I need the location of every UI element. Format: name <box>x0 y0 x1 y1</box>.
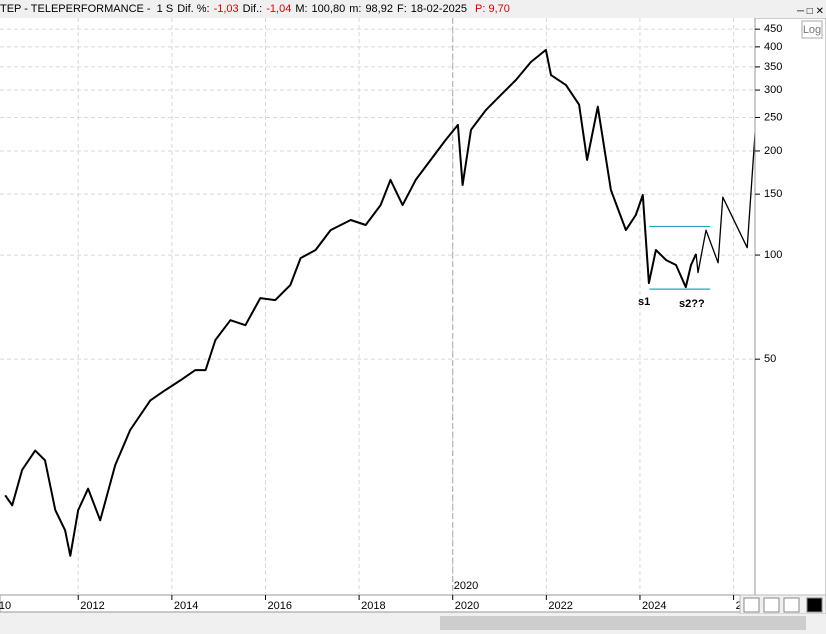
y-tick-label: 450 <box>764 23 782 35</box>
stat-value: 100,80 <box>311 3 346 15</box>
y-axis: 50 100 150 200 250 300 350 400 450 <box>754 18 826 596</box>
x-tick-label: 2024 <box>642 600 666 612</box>
stat-label: m: <box>349 3 362 15</box>
x-tick-label: 2012 <box>80 600 104 612</box>
stat-value: 18-02-2025 <box>410 3 468 15</box>
stat-label: M: <box>295 3 308 15</box>
tool-button[interactable] <box>763 597 780 613</box>
chart: 2020 s1 s2?? 2010 2012 2014 2016 2018 2020 2022 20… <box>0 18 826 632</box>
price-line <box>695 104 758 274</box>
stat-value: -1,04 <box>266 3 292 15</box>
price: P: 9,70 <box>475 3 510 15</box>
y-tick-label: 100 <box>764 249 782 261</box>
x-tick-label: 2022 <box>548 600 572 612</box>
title: TEP - TELEPERFORMANCE - 1 S <box>0 3 174 15</box>
y-tick-label: 400 <box>764 41 782 53</box>
stat-label: Dif. %: <box>177 3 210 15</box>
y-tick-label: 200 <box>764 145 782 157</box>
log-button-box <box>801 20 823 39</box>
log-button-label: Log <box>803 24 821 36</box>
y-tick-label: 300 <box>764 84 782 96</box>
scrollbar-thumb[interactable] <box>440 616 806 630</box>
header: TEP - TELEPERFORMANCE - 1 S Dif. %: -1,03 D… <box>0 0 826 18</box>
plot-layer: 2020 s1 s2?? <box>0 18 758 595</box>
y-tick-label: 150 <box>764 188 782 200</box>
x-tick-label: 2018 <box>361 600 385 612</box>
y-tick-label: 350 <box>764 61 782 73</box>
stat-label: Dif.: <box>242 3 263 15</box>
stat-value: -1,03 <box>213 3 239 15</box>
log-button[interactable]: Log <box>801 20 823 39</box>
y-axis-bg <box>754 18 826 596</box>
plot-area <box>0 18 755 595</box>
annotation: s2?? <box>679 298 705 310</box>
toolbar <box>739 594 826 615</box>
marker-label: 2020 <box>454 580 478 592</box>
y-tick-label: 50 <box>764 353 776 365</box>
stats: Dif. %: -1,03 Dif.: -1,04 M: 100,80 m: 98,92 F: 1… <box>177 3 471 15</box>
x-tick-label: 2010 <box>0 600 11 612</box>
tool-button[interactable] <box>806 597 823 613</box>
annotation: s1 <box>638 296 650 308</box>
tool-button[interactable] <box>743 597 760 613</box>
stat-value: 98,92 <box>365 3 393 15</box>
price-line <box>4 48 698 557</box>
x-tick-label: 2014 <box>174 600 198 612</box>
y-tick-label: 250 <box>764 111 782 123</box>
x-tick-label: 2020 <box>455 600 479 612</box>
tool-button[interactable] <box>783 597 800 613</box>
window-buttons[interactable]: ─ □ ✕ <box>796 6 824 17</box>
stat-label: F: <box>396 3 407 15</box>
x-tick-label: 2016 <box>267 600 291 612</box>
